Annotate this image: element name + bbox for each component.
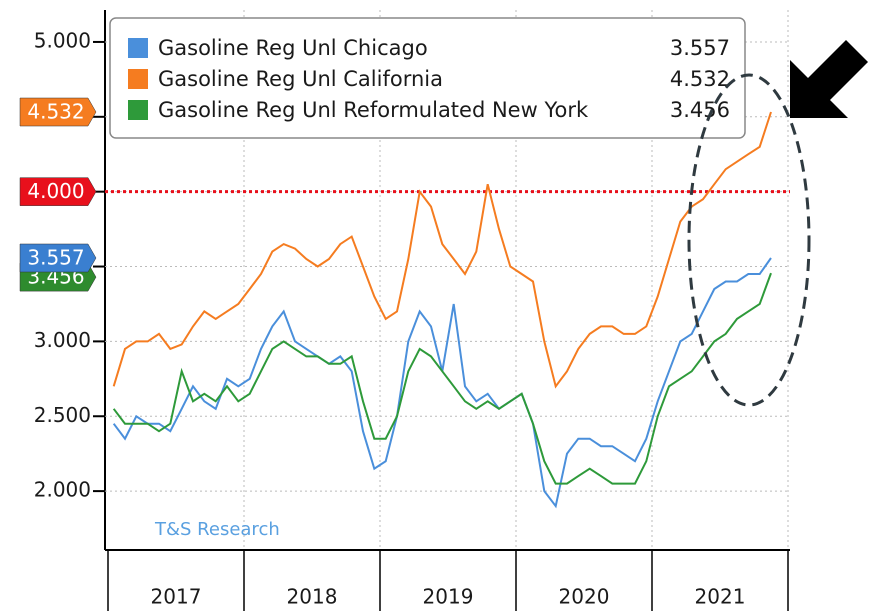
legend-box <box>109 17 746 139</box>
legend-value: 3.456 <box>670 98 730 122</box>
value-badge <box>19 243 97 273</box>
series-line <box>112 272 772 485</box>
y-tick-label: 2.000 <box>34 478 91 502</box>
y-tick-label: 2.500 <box>34 403 91 427</box>
series-line <box>112 257 772 509</box>
x-tick-label: 2021 <box>695 585 746 609</box>
badge-label: 4.532 <box>27 100 84 124</box>
x-tick-label: 2017 <box>151 585 202 609</box>
value-badge <box>19 97 97 127</box>
legend-value: 3.557 <box>670 36 730 60</box>
legend-label: Gasoline Reg Unl Reformulated New York <box>158 98 589 122</box>
legend-swatch <box>128 38 148 58</box>
legend-swatch <box>128 69 148 89</box>
badge-label: 4.000 <box>27 179 84 203</box>
legend-label: Gasoline Reg Unl Chicago <box>158 36 428 60</box>
badge-label: 3.557 <box>27 245 84 269</box>
value-badge <box>19 177 97 206</box>
x-tick-label: 2018 <box>287 585 338 609</box>
arrow <box>790 40 868 118</box>
annotation: T&S Research <box>154 519 280 540</box>
legend-label: Gasoline Reg Unl California <box>158 67 443 91</box>
series-line <box>112 111 772 389</box>
legend-value: 4.532 <box>670 67 730 91</box>
y-tick-label: 3.000 <box>34 328 91 352</box>
x-tick-label: 2019 <box>423 585 474 609</box>
x-tick-label: 2020 <box>559 585 610 609</box>
legend-swatch <box>128 100 148 120</box>
y-tick-label: 5.000 <box>34 28 91 52</box>
highlight-ellipse <box>687 73 811 407</box>
